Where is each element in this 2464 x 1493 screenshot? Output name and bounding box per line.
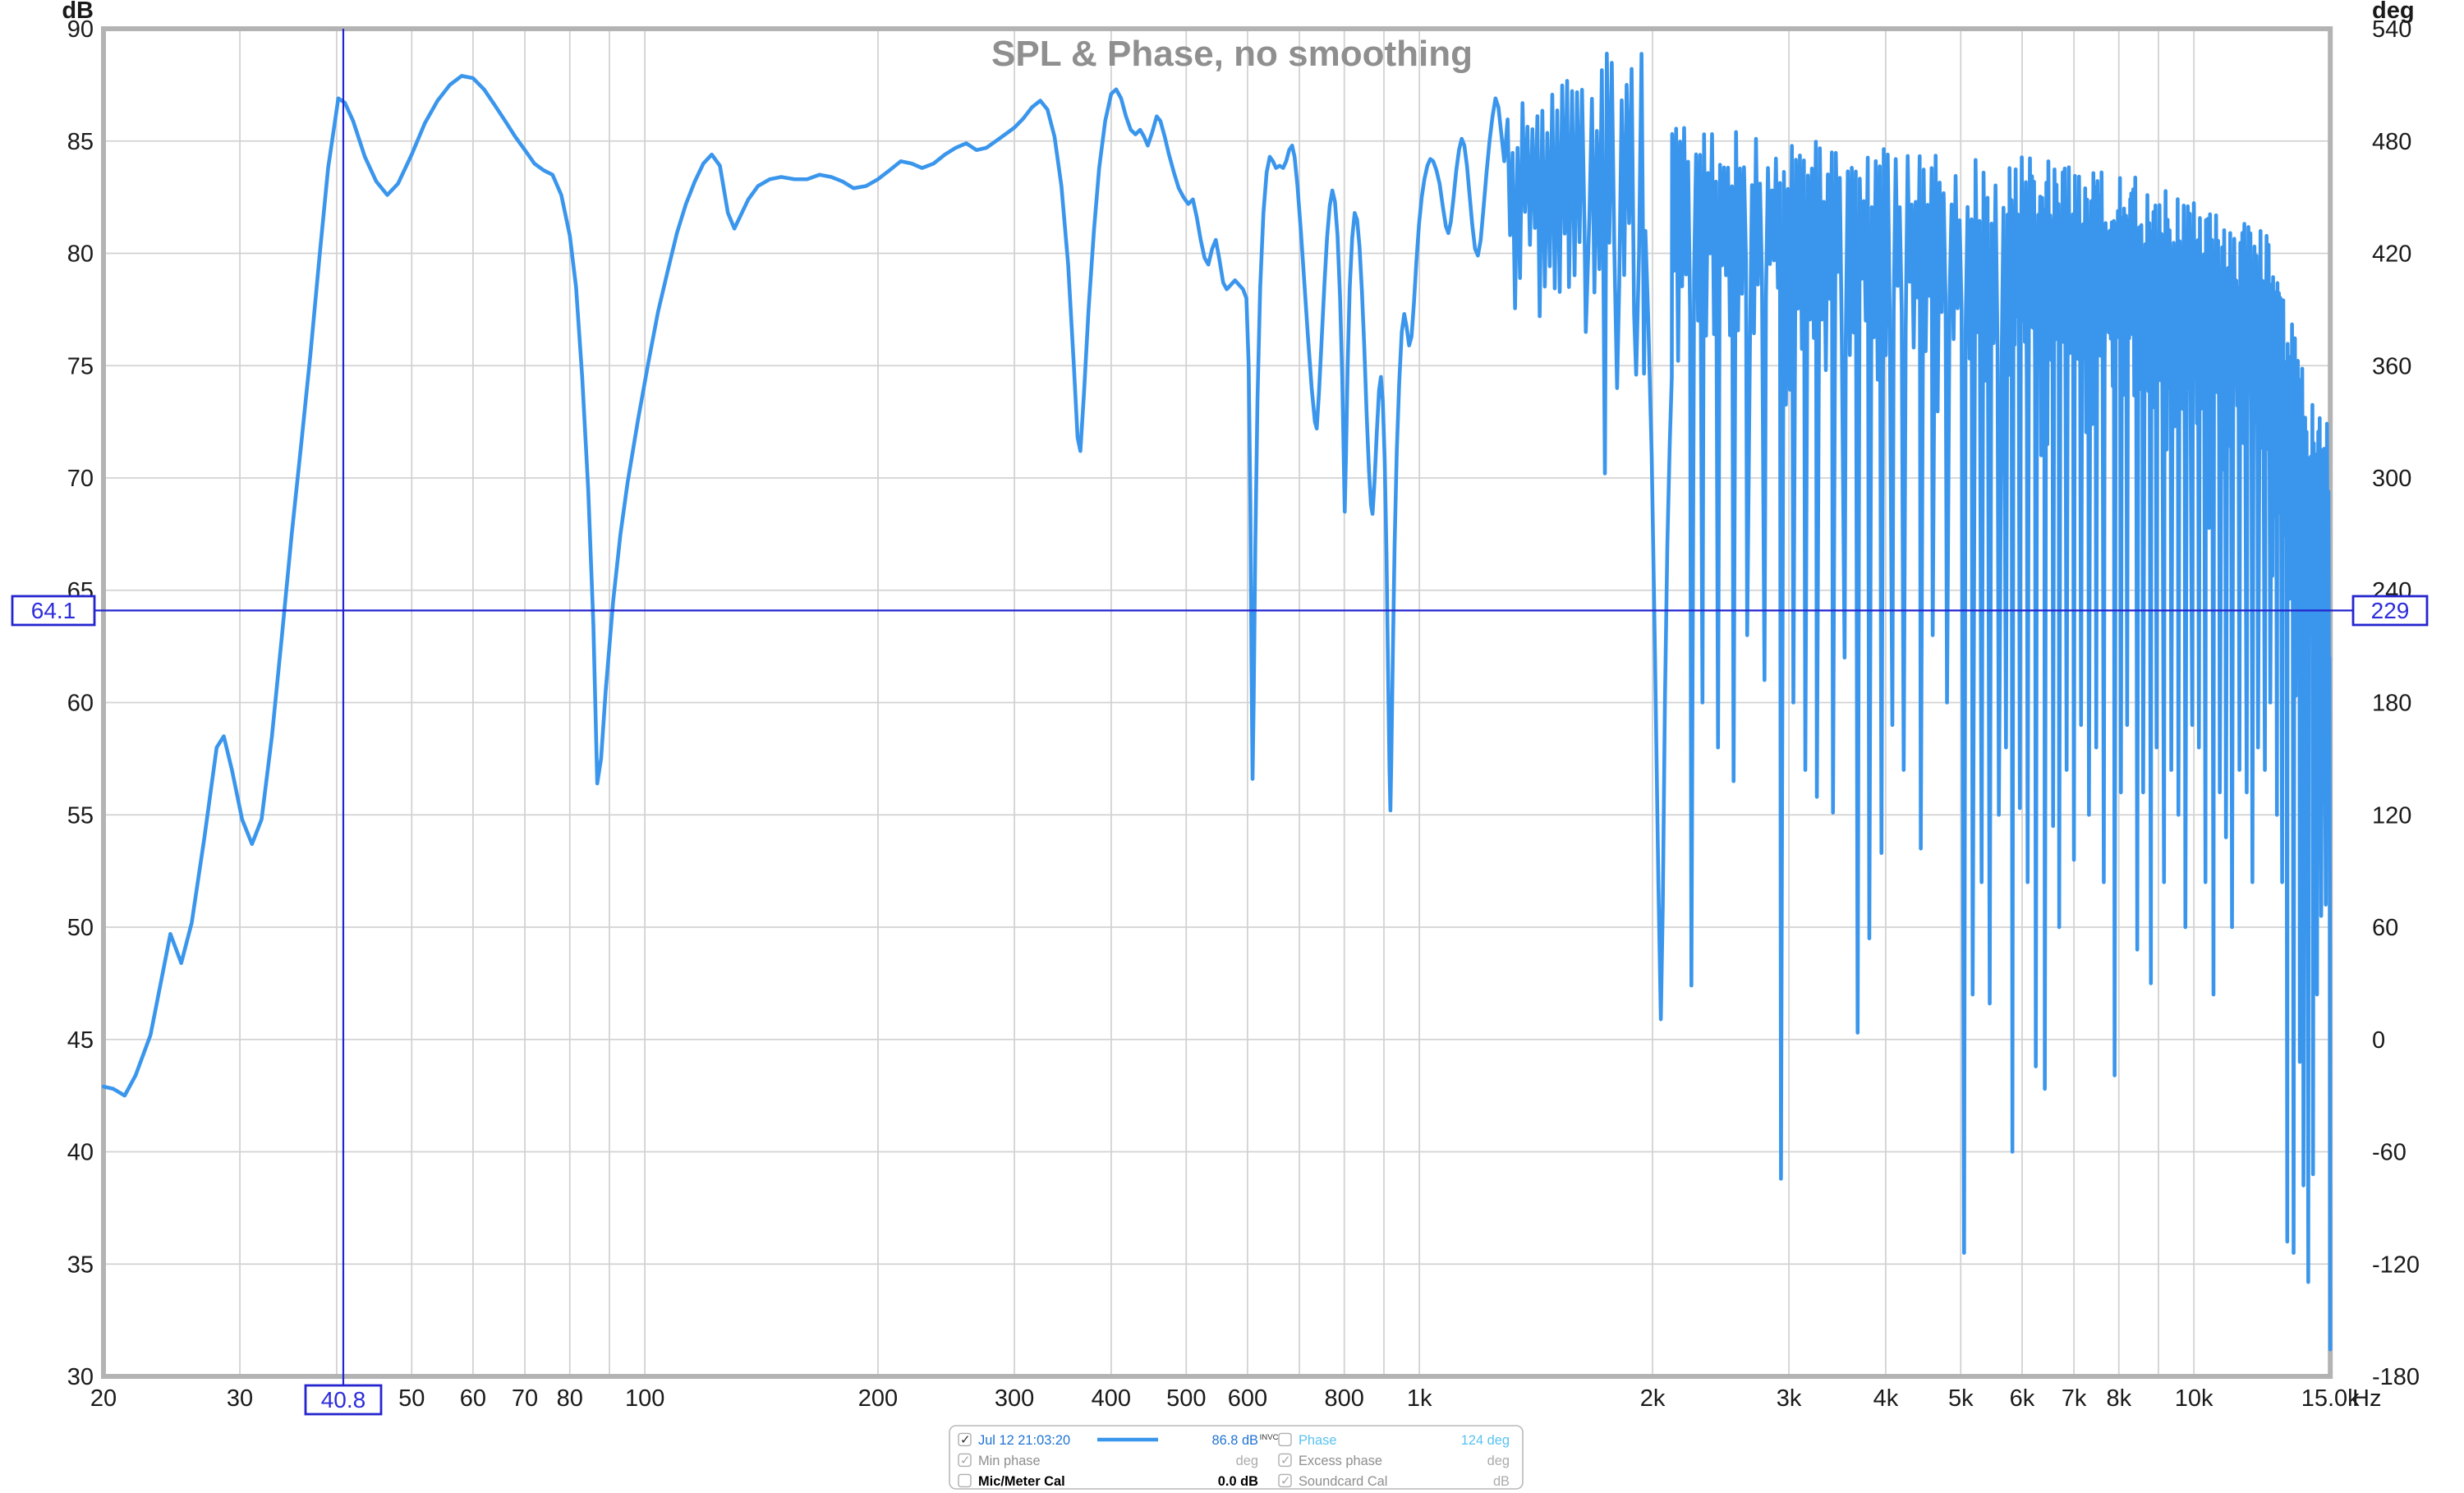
- right-tick-60: 60: [2372, 915, 2398, 941]
- right-tick-540: 540: [2372, 16, 2411, 43]
- x-tick-10k: 10k: [2175, 1385, 2213, 1412]
- left-tick-90: 90: [67, 16, 94, 43]
- left-tick-75: 75: [67, 353, 94, 379]
- right-axis-unit: deg: [2372, 0, 2415, 24]
- left-tick-85: 85: [67, 129, 94, 155]
- legend-value-jul-12-21-03-20: 86.8 dB: [1211, 1433, 1258, 1448]
- legend-value-superscript: INVC: [1260, 1433, 1279, 1442]
- right-tick-360: 360: [2372, 353, 2411, 379]
- legend-label-min-phase: Min phase: [978, 1454, 1041, 1468]
- left-tick-55: 55: [67, 802, 94, 829]
- legend-box: [949, 1425, 1524, 1490]
- legend-checkbox-jul-12-21-03-20[interactable]: [958, 1432, 972, 1447]
- x-tick-80: 80: [557, 1385, 583, 1412]
- legend-panel: ✓ Jul 12 21:03:20 86.8 dB INVC Phase 124 deg ✓…: [949, 1425, 1524, 1490]
- right-tick-480: 480: [2372, 129, 2411, 155]
- right-tick-180: 180: [2372, 691, 2411, 717]
- grid-layer: [103, 29, 2331, 1376]
- legend-value-soundcard-cal: dB: [1493, 1474, 1510, 1489]
- legend-label-jul-12-21-03-20: Jul 12 21:03:20: [978, 1433, 1070, 1448]
- right-tick--120: -120: [2372, 1252, 2420, 1278]
- cursor-deg-readout-value: 229: [2371, 598, 2410, 623]
- x-tick-8k: 8k: [2106, 1385, 2131, 1412]
- left-tick-70: 70: [67, 466, 94, 492]
- x-tick-300: 300: [995, 1385, 1034, 1412]
- trace-layer: [102, 51, 2333, 1352]
- cursor-freq-readout-box: [304, 1384, 383, 1416]
- legend-label-mic-meter-cal: Mic/Meter Cal: [978, 1474, 1065, 1489]
- axis-labels-layer: 9085807570656055504540353054048042036030…: [67, 16, 2420, 1412]
- checkmark-icon: ✓: [1280, 1474, 1291, 1488]
- legend-value-phase: 124 deg: [1461, 1433, 1510, 1448]
- cursor-freq-readout-value: 40.8: [321, 1387, 366, 1413]
- x-tick-600: 600: [1228, 1385, 1267, 1412]
- x-tick-100: 100: [625, 1385, 664, 1412]
- x-tick-6k: 6k: [2010, 1385, 2035, 1412]
- x-tick-2k: 2k: [1640, 1385, 1666, 1412]
- right-tick-120: 120: [2372, 802, 2411, 829]
- x-tick-3k: 3k: [1777, 1385, 1802, 1412]
- x-tick-70: 70: [512, 1385, 538, 1412]
- legend-label-excess-phase: Excess phase: [1299, 1454, 1382, 1468]
- x-tick-30: 30: [227, 1385, 253, 1412]
- cursor-db-readout-box: [11, 595, 96, 627]
- cursor-layer: 64.1 229 40.8: [11, 29, 2429, 1416]
- x-tick-5k: 5k: [1948, 1385, 1974, 1412]
- left-tick-50: 50: [67, 915, 94, 941]
- left-tick-30: 30: [67, 1364, 94, 1390]
- left-tick-80: 80: [67, 241, 94, 268]
- x-tick-20: 20: [90, 1385, 117, 1412]
- chart-title: SPL & Phase, no smoothing: [991, 34, 1473, 74]
- left-tick-60: 60: [67, 691, 94, 717]
- right-tick-420: 420: [2372, 241, 2411, 268]
- right-tick-300: 300: [2372, 466, 2411, 492]
- right-tick-0: 0: [2372, 1027, 2385, 1054]
- legend-label-soundcard-cal: Soundcard Cal: [1299, 1474, 1387, 1489]
- checkmark-icon: ✓: [960, 1454, 971, 1468]
- legend-value-min-phase: deg: [1236, 1454, 1258, 1468]
- x-tick-200: 200: [858, 1385, 898, 1412]
- plot-area[interactable]: [103, 29, 2330, 1376]
- x-tick-1k: 1k: [1407, 1385, 1432, 1412]
- x-axis-unit: Hz: [2352, 1385, 2381, 1412]
- spl-trace: [102, 51, 2333, 1352]
- legend-checkbox-min-phase[interactable]: [958, 1453, 972, 1468]
- right-tick--180: -180: [2372, 1364, 2420, 1390]
- x-tick-50: 50: [398, 1385, 425, 1412]
- legend-value-excess-phase: deg: [1487, 1454, 1510, 1468]
- left-tick-40: 40: [67, 1140, 94, 1166]
- legend-value-mic-meter-cal: 0.0 dB: [1218, 1474, 1258, 1489]
- x-tick-15.0k: 15.0k: [2301, 1385, 2360, 1412]
- legend-checkbox-soundcard-cal[interactable]: [1278, 1473, 1292, 1488]
- checkmark-icon: ✓: [1280, 1454, 1291, 1468]
- x-tick-4k: 4k: [1873, 1385, 1899, 1412]
- x-tick-500: 500: [1166, 1385, 1206, 1412]
- left-axis-unit: dB: [62, 0, 94, 24]
- legend-checkbox-phase[interactable]: [1278, 1432, 1292, 1447]
- legend-checkbox-excess-phase[interactable]: [1278, 1453, 1292, 1468]
- x-tick-400: 400: [1092, 1385, 1131, 1412]
- cursor-deg-readout-box: [2351, 595, 2429, 627]
- x-tick-60: 60: [460, 1385, 486, 1412]
- legend-label-phase: Phase: [1299, 1433, 1336, 1448]
- cursor-db-readout-value: 64.1: [31, 598, 76, 623]
- right-tick--60: -60: [2372, 1140, 2407, 1166]
- left-tick-35: 35: [67, 1252, 94, 1278]
- legend-checkbox-mic-meter-cal[interactable]: [958, 1473, 972, 1488]
- x-tick-7k: 7k: [2062, 1385, 2087, 1412]
- x-tick-800: 800: [1325, 1385, 1364, 1412]
- left-tick-45: 45: [67, 1027, 94, 1054]
- checkmark-icon: ✓: [960, 1433, 971, 1447]
